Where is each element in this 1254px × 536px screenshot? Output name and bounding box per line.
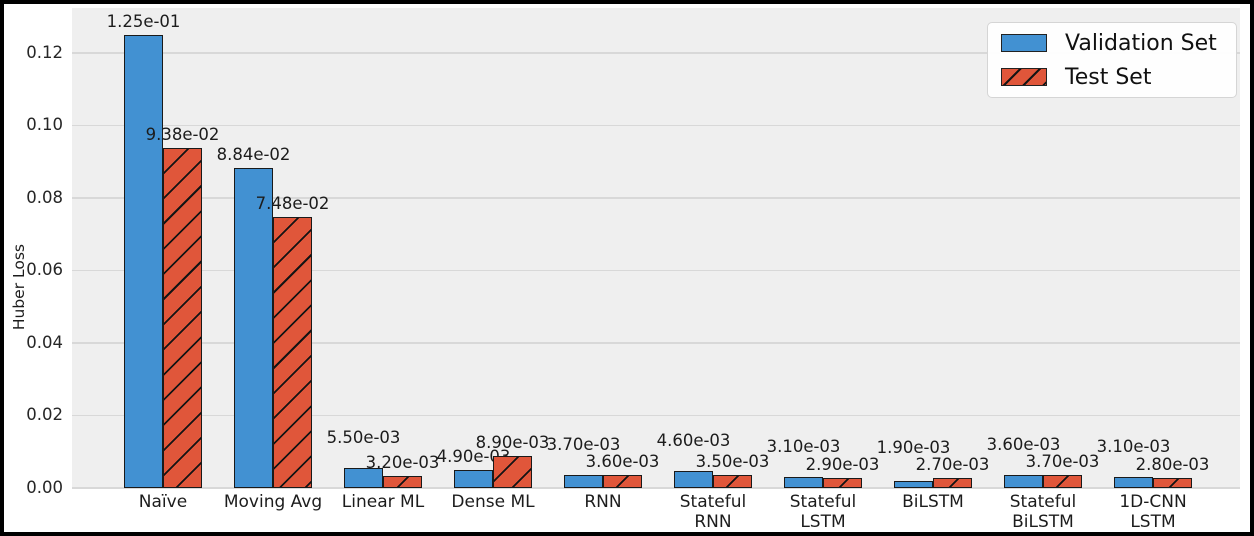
gridline [72, 197, 1240, 199]
legend-item-test: Test Set [1001, 65, 1236, 90]
test-bar-3 [383, 476, 422, 488]
value-label: 3.70e-03 [546, 434, 621, 454]
x-category-label: Naïve [138, 492, 188, 512]
legend-label-test: Test Set [1065, 64, 1152, 90]
value-label: 5.50e-03 [326, 428, 401, 448]
x-category-label: RNN [584, 492, 622, 512]
y-tick-label: 0.06 [26, 260, 63, 280]
x-category-label: BiLSTM [902, 492, 964, 512]
test-bar-8 [933, 478, 972, 488]
legend-item-validation: Validation Set [1001, 31, 1236, 56]
value-label: 3.70e-03 [1025, 451, 1100, 471]
x-category-label: Moving Avg [223, 492, 323, 512]
test-bar-10 [1153, 477, 1192, 488]
validation-bar-2 [234, 167, 273, 488]
value-label: 3.20e-03 [365, 453, 440, 473]
x-category-label: Linear ML [341, 492, 425, 512]
legend-label-validation: Validation Set [1065, 30, 1217, 56]
test-bar-2 [273, 216, 312, 488]
value-label: 4.60e-03 [656, 431, 731, 451]
x-category-label: Stateful BiLSTM [1009, 492, 1077, 532]
value-label: 1.90e-03 [876, 438, 951, 458]
validation-bar-3 [344, 468, 383, 488]
value-label: 7.48e-02 [255, 193, 330, 213]
validation-bar-4 [454, 470, 493, 488]
legend: Validation Set Test Set [987, 22, 1237, 98]
value-label: 3.10e-03 [1096, 436, 1171, 456]
gridline [72, 269, 1240, 272]
x-category-label: Dense ML [451, 492, 535, 512]
value-label: 8.84e-02 [216, 144, 291, 164]
value-label: 4.90e-03 [436, 447, 511, 467]
y-tick-label: 0.10 [26, 115, 63, 135]
value-label: 2.80e-03 [1135, 454, 1210, 474]
x-category-label: 1D-CNN LSTM [1119, 492, 1187, 532]
value-label: 3.60e-03 [585, 451, 660, 471]
y-tick-label: 0.02 [26, 405, 63, 425]
validation-bar-10 [1114, 476, 1153, 488]
gridline [72, 487, 1240, 489]
y-tick-label: 0.12 [26, 42, 63, 62]
y-axis-title-text: Huber Loss [10, 243, 28, 331]
validation-bar-9 [1004, 474, 1043, 488]
validation-bar-8 [894, 481, 933, 488]
test-bar-4 [493, 455, 532, 488]
validation-bar-7 [784, 476, 823, 488]
x-category-label: Stateful RNN [679, 492, 747, 532]
test-swatch-icon [1001, 68, 1047, 86]
test-bar-6 [713, 475, 752, 488]
y-tick-label: 0.04 [26, 332, 63, 352]
y-axis-title: Huber Loss [8, 187, 30, 387]
value-label: 2.70e-03 [915, 455, 990, 475]
y-tick-label: 0.08 [26, 187, 63, 207]
validation-swatch-icon [1001, 34, 1047, 52]
test-bar-5 [603, 474, 642, 488]
gridline [72, 52, 1240, 54]
validation-bar-5 [564, 474, 603, 488]
gridline [72, 414, 1240, 417]
test-bar-9 [1043, 474, 1082, 488]
value-label: 3.60e-03 [986, 434, 1061, 454]
y-tick-label: 0.00 [26, 478, 63, 497]
gridline [72, 124, 1240, 127]
test-bar-7 [823, 477, 862, 488]
value-label: 3.10e-03 [766, 436, 841, 456]
validation-bar-6 [674, 471, 713, 488]
value-label: 1.25e-01 [106, 11, 181, 31]
value-label: 3.50e-03 [695, 452, 770, 472]
value-label: 9.38e-02 [145, 124, 220, 144]
test-bar-1 [163, 147, 202, 488]
gridline [72, 342, 1240, 344]
x-category-label: Stateful LSTM [789, 492, 857, 532]
value-label: 2.90e-03 [805, 454, 880, 474]
validation-bar-1 [124, 34, 163, 488]
value-label: 8.90e-03 [475, 432, 550, 452]
